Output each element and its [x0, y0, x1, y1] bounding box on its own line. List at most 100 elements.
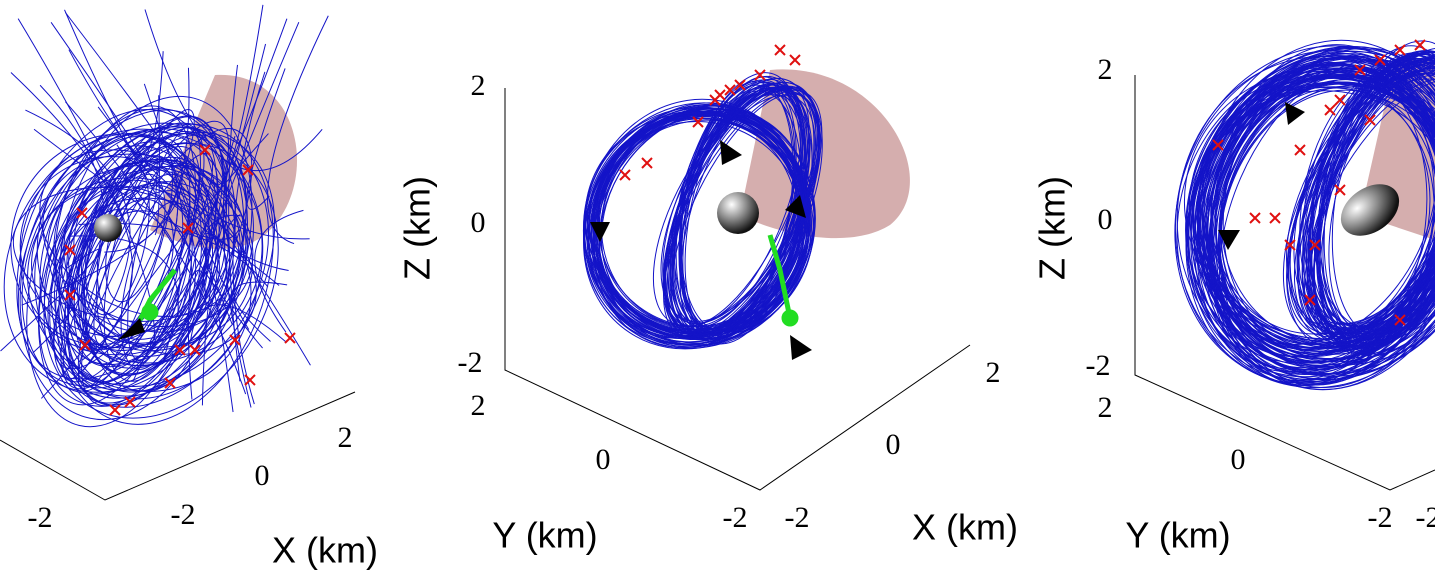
trajectory	[132, 18, 288, 382]
trajectory	[81, 128, 253, 407]
trajectory	[190, 304, 286, 343]
trajectory	[1192, 68, 1435, 349]
crash-marker	[284, 332, 296, 344]
tick-label: -2	[1086, 349, 1111, 382]
crash-marker	[1249, 212, 1261, 224]
trajectory	[1188, 70, 1435, 345]
trajectory	[38, 105, 197, 406]
axes	[0, 75, 1435, 501]
tick-label: 2	[986, 356, 1001, 389]
trajectory	[1302, 58, 1435, 335]
crash-marker	[164, 377, 176, 389]
crash-marker	[124, 396, 136, 408]
axis-label: X (km)	[272, 530, 378, 571]
crash-marker	[1284, 239, 1296, 251]
trajectory	[64, 9, 263, 349]
trajectory	[1318, 40, 1435, 347]
trajectory	[170, 161, 233, 325]
trajectory	[1308, 53, 1435, 341]
trajectory	[1286, 59, 1435, 349]
trajectory	[254, 209, 304, 333]
trajectory	[1212, 69, 1435, 382]
crash-marker	[692, 116, 704, 128]
axis-label: Y (km)	[492, 515, 597, 556]
trajectory	[38, 122, 247, 407]
trajectory	[47, 165, 253, 348]
axis-label: X (km)	[912, 507, 1018, 548]
crash-marker	[641, 157, 653, 169]
trajectory	[116, 51, 164, 163]
crash-marker	[109, 404, 121, 416]
trajectory	[1218, 47, 1435, 364]
trajectory	[1205, 77, 1435, 363]
crash-marker	[242, 164, 254, 176]
trajectory	[58, 164, 247, 397]
crash-marker	[1364, 114, 1376, 126]
crash-markers	[64, 39, 1426, 416]
trajectory	[1310, 51, 1435, 339]
trajectory	[1187, 48, 1435, 364]
trajectory	[679, 86, 807, 329]
trajectory	[663, 86, 817, 336]
tick-label: 2	[471, 69, 486, 102]
trajectory	[154, 95, 160, 236]
trajectory	[1296, 61, 1435, 325]
trajectories	[0, 4, 1435, 428]
crash-marker	[79, 339, 91, 351]
trajectory	[68, 235, 179, 316]
tick-label: -2	[28, 501, 53, 534]
bodies	[94, 184, 1400, 242]
crash-marker	[734, 79, 746, 91]
trajectory	[49, 131, 276, 408]
trajectory	[3, 128, 236, 393]
tick-label: 2	[471, 389, 486, 422]
crash-marker	[1394, 44, 1406, 56]
crash-marker	[1309, 239, 1321, 251]
tick-label: -2	[723, 501, 748, 534]
trajectory	[144, 9, 323, 171]
trajectory	[63, 161, 226, 332]
trajectory	[1198, 70, 1435, 382]
trajectory	[161, 269, 207, 365]
trajectory	[1313, 63, 1435, 350]
trajectory	[39, 149, 240, 317]
crash-marker	[619, 169, 631, 181]
tick-label: 0	[1231, 443, 1246, 476]
crash-marker	[1304, 294, 1316, 306]
trajectory	[583, 110, 812, 350]
trajectory	[222, 136, 252, 408]
crash-marker	[174, 344, 186, 356]
crash-marker	[64, 244, 76, 256]
trajectory	[68, 49, 289, 272]
tick-label: 0	[596, 443, 611, 476]
tick-label: 2	[1098, 53, 1113, 86]
crash-marker	[1374, 54, 1386, 66]
crash-marker	[64, 289, 76, 301]
trajectory	[588, 117, 810, 335]
trajectory	[211, 4, 264, 186]
crash-marker	[199, 144, 211, 156]
crash-marker	[709, 94, 721, 106]
trajectory	[1185, 63, 1435, 381]
trajectory	[205, 233, 280, 286]
trajectory	[1196, 53, 1435, 373]
tick-label: -2	[171, 498, 196, 531]
crash-marker	[724, 84, 736, 96]
trajectory	[598, 111, 805, 343]
crash-marker	[789, 54, 801, 66]
trajectory	[83, 133, 269, 371]
trajectory	[60, 173, 191, 390]
crash-marker	[774, 44, 786, 56]
tick-label: 0	[471, 206, 486, 239]
trajectory	[53, 122, 254, 358]
crash-marker	[1324, 104, 1336, 116]
trajectory	[34, 128, 264, 400]
trajectory	[187, 214, 243, 400]
trajectory	[33, 128, 240, 240]
trajectory	[50, 22, 145, 163]
trajectory	[1288, 51, 1435, 335]
trajectory	[1183, 67, 1435, 340]
labels: -2 -2 0 2 X (km) 2 0 -2 2 0 -2 -2 0 2 Z (km) Y (km) X (k…	[28, 53, 1435, 571]
crash-marker	[1269, 212, 1281, 224]
